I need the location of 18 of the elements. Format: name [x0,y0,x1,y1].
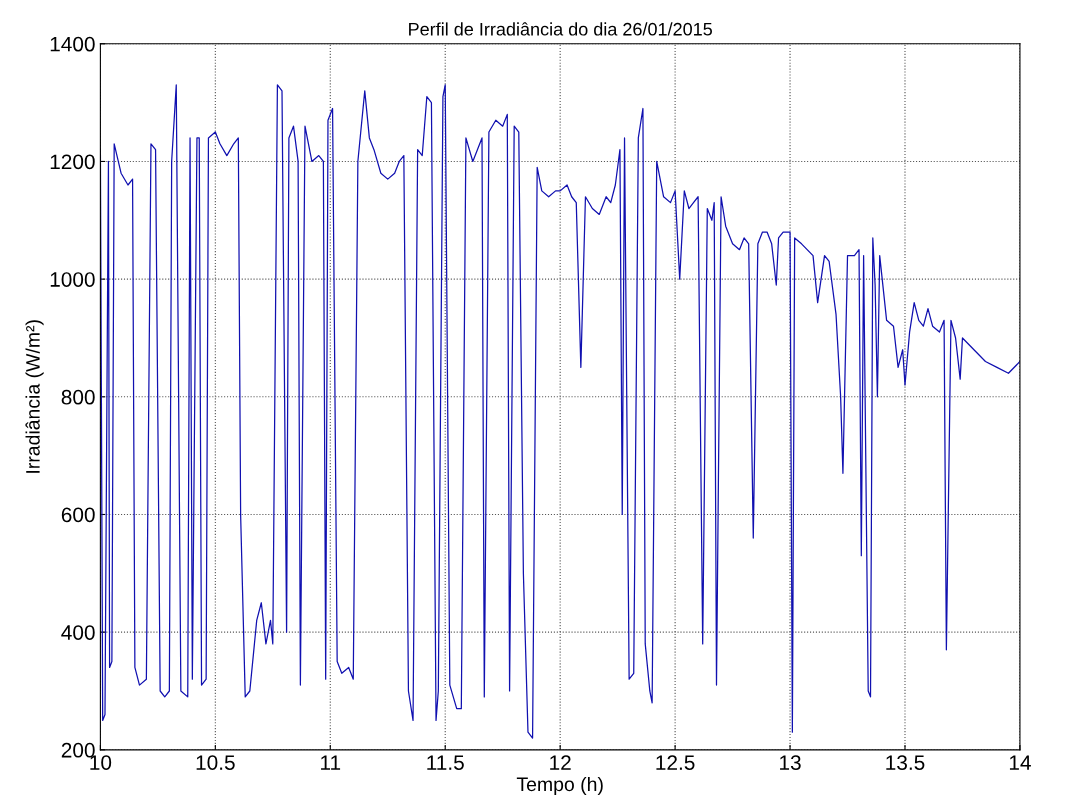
y-axis-title: Irradiância (W/m²) [25,320,44,473]
x-tick-label: 14 [1009,755,1031,770]
y-tick-label: 1400 [50,36,95,52]
chart-title: Perfil de Irradiância do dia 26/01/2015 [409,22,712,36]
line-series [100,84,1020,739]
x-tick-label: 13 [780,755,801,770]
y-tick-label: 1000 [50,272,95,287]
x-tick-label: 13.5 [886,755,925,770]
x-tick-label: 12.5 [656,755,695,770]
x-tick-label: 10.5 [196,755,235,770]
y-tick-label: 1200 [50,154,95,170]
y-tick-label: 400 [61,625,95,640]
x-axis-title: Tempo (h) [516,776,603,796]
x-tick-label: 11.5 [427,755,464,770]
y-tick-label: 800 [61,389,95,405]
x-tick-label: 12 [550,755,571,770]
y-tick-label: 600 [61,507,95,523]
x-tick-label: 11 [321,755,341,770]
